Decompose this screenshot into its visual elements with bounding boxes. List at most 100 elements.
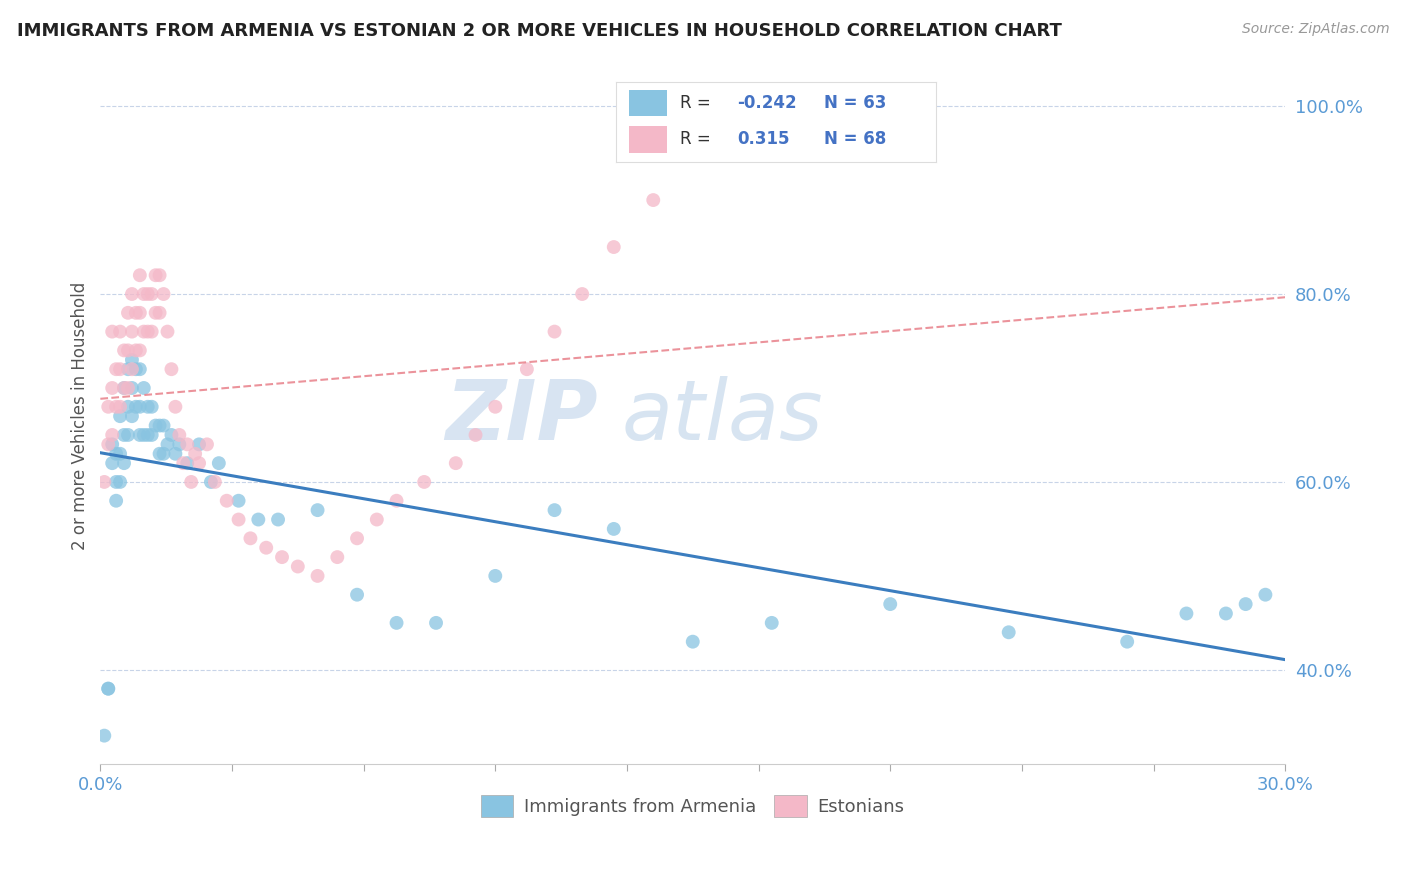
Point: [108, 400, 131, 414]
Text: ZIP: ZIP: [446, 376, 598, 457]
Legend: Immigrants from Armenia, Estonians: Immigrants from Armenia, Estonians: [474, 788, 912, 824]
Point: [128, 268, 150, 283]
Point: [1215, 607, 1237, 621]
Point: [413, 475, 436, 489]
Point: [366, 512, 388, 526]
Point: [117, 381, 139, 395]
Point: [169, 437, 191, 451]
Point: [152, 447, 174, 461]
Point: [128, 343, 150, 358]
Point: [117, 343, 139, 358]
Point: [254, 541, 277, 555]
Point: [156, 437, 179, 451]
Point: [543, 325, 565, 339]
Point: [136, 287, 159, 301]
Point: [200, 475, 222, 489]
Point: [721, 118, 744, 132]
Point: [160, 362, 183, 376]
Text: IMMIGRANTS FROM ARMENIA VS ESTONIAN 2 OR MORE VEHICLES IN HOUSEHOLD CORRELATION : IMMIGRANTS FROM ARMENIA VS ESTONIAN 2 OR…: [17, 22, 1062, 40]
Point: [215, 493, 238, 508]
Point: [117, 306, 139, 320]
Point: [464, 428, 486, 442]
Point: [141, 287, 163, 301]
Point: [141, 325, 163, 339]
Point: [326, 550, 349, 565]
Point: [108, 475, 131, 489]
Point: [121, 287, 143, 301]
Point: [172, 456, 194, 470]
Point: [149, 268, 172, 283]
Point: [105, 400, 128, 414]
Point: [121, 362, 143, 376]
Point: [108, 409, 131, 424]
Point: [93, 729, 115, 743]
Point: [132, 381, 155, 395]
Point: [271, 550, 294, 565]
Point: [128, 400, 150, 414]
Point: [112, 456, 135, 470]
Point: [204, 475, 226, 489]
Point: [128, 362, 150, 376]
Point: [145, 418, 167, 433]
Point: [117, 400, 139, 414]
Point: [125, 343, 148, 358]
Point: [1254, 588, 1277, 602]
Point: [136, 400, 159, 414]
Point: [121, 352, 143, 367]
Point: [208, 456, 231, 470]
Point: [125, 362, 148, 376]
Point: [603, 240, 626, 254]
Point: [267, 512, 290, 526]
Point: [307, 503, 329, 517]
Point: [188, 456, 211, 470]
Point: [682, 634, 704, 648]
Point: [484, 400, 506, 414]
Point: [101, 325, 124, 339]
Text: atlas: atlas: [621, 376, 824, 457]
Point: [1116, 634, 1139, 648]
Point: [105, 447, 128, 461]
Point: [132, 428, 155, 442]
Point: [228, 493, 250, 508]
Point: [152, 287, 174, 301]
Point: [761, 615, 783, 630]
Point: [346, 588, 368, 602]
Point: [97, 437, 120, 451]
Point: [112, 381, 135, 395]
Point: [571, 287, 593, 301]
Point: [97, 681, 120, 696]
Point: [195, 437, 218, 451]
Point: [152, 418, 174, 433]
Point: [136, 325, 159, 339]
Point: [101, 428, 124, 442]
Point: [105, 475, 128, 489]
Point: [145, 268, 167, 283]
Point: [112, 381, 135, 395]
Point: [108, 447, 131, 461]
Point: [997, 625, 1019, 640]
Point: [117, 428, 139, 442]
Point: [128, 306, 150, 320]
Point: [1234, 597, 1257, 611]
Point: [149, 418, 172, 433]
Point: [128, 428, 150, 442]
Point: [1175, 607, 1198, 621]
Point: [188, 437, 211, 451]
Point: [307, 569, 329, 583]
Point: [108, 362, 131, 376]
Point: [287, 559, 309, 574]
Point: [165, 400, 187, 414]
Point: [484, 569, 506, 583]
Point: [682, 146, 704, 161]
Point: [425, 615, 447, 630]
Y-axis label: 2 or more Vehicles in Household: 2 or more Vehicles in Household: [72, 282, 89, 550]
Point: [132, 287, 155, 301]
Point: [160, 428, 183, 442]
Point: [105, 493, 128, 508]
Point: [141, 428, 163, 442]
Point: [239, 531, 262, 545]
Point: [643, 193, 665, 207]
Point: [125, 306, 148, 320]
Point: [136, 428, 159, 442]
Point: [165, 447, 187, 461]
